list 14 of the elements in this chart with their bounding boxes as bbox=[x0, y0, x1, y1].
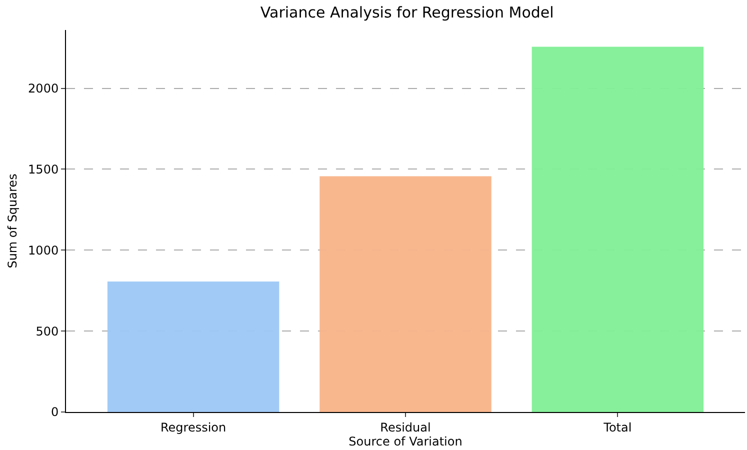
y-tick-label: 500 bbox=[36, 324, 59, 338]
y-tick-label: 2000 bbox=[28, 81, 59, 96]
y-tick-label: 1000 bbox=[28, 243, 59, 258]
bar bbox=[320, 176, 492, 412]
bar bbox=[107, 282, 280, 412]
x-tick-label: Regression bbox=[160, 420, 226, 434]
y-axis-title: Sum of Squares bbox=[5, 174, 20, 268]
chart-title: Variance Analysis for Regression Model bbox=[260, 3, 554, 22]
bar bbox=[532, 46, 704, 412]
x-axis-title: Source of Variation bbox=[348, 434, 462, 448]
y-tick-label: 1500 bbox=[28, 162, 59, 176]
x-tick-label: Residual bbox=[380, 420, 431, 434]
x-tick-label: Total bbox=[602, 420, 632, 434]
y-tick-label: 0 bbox=[50, 405, 59, 420]
